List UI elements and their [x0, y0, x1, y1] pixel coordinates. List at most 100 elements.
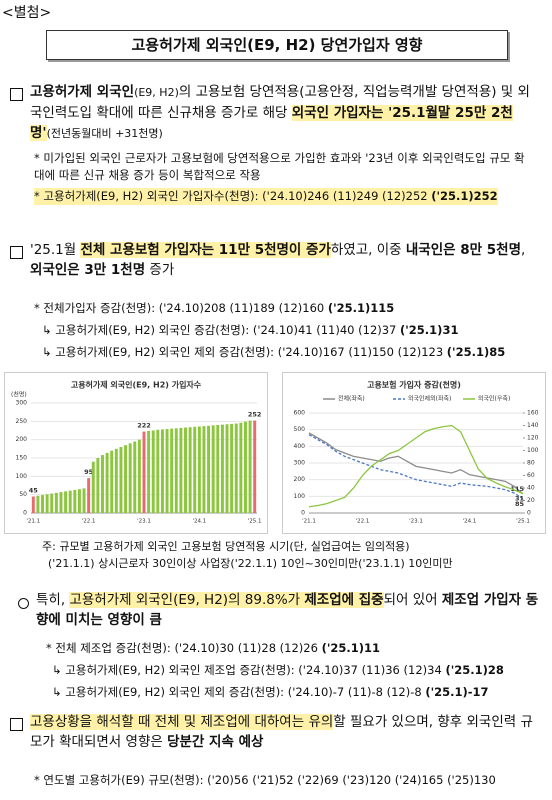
bar — [45, 494, 49, 513]
x-tick-label: '22.1 — [82, 519, 96, 525]
x-tick-label: '21.1 — [302, 519, 316, 525]
bar — [54, 492, 58, 513]
text: 하였고, 이중 — [330, 242, 406, 258]
bar — [124, 445, 128, 513]
text: 외국인은 3만 1천명 — [30, 262, 146, 278]
section-lead: 고용허가제 외국인(E9, H2)의 고용보험 당연적용(고용안정, 직업능력개… — [30, 82, 542, 144]
data-label: 222 — [137, 422, 151, 430]
text: (전년동월대비 +31천명) — [46, 127, 163, 140]
y-tick-label: 300 — [294, 460, 306, 467]
end-label: 85 — [515, 500, 525, 508]
y-tick-label: 100 — [16, 473, 28, 480]
data-label: 45 — [29, 487, 39, 495]
text: ('25.1)28 — [445, 663, 504, 677]
x-tick-label: '25.1 — [248, 519, 262, 525]
x-tick-label: '25.1 — [516, 519, 530, 525]
text: (E9, H2) — [134, 86, 179, 99]
bar — [234, 423, 238, 513]
y-tick-label: 150 — [16, 455, 28, 462]
text: 고용상황을 해석할 때 전체 및 제조업에 대하여는 유의 — [30, 714, 334, 730]
data-label: 95 — [84, 468, 94, 476]
bar — [230, 423, 234, 513]
y-tick-label: 200 — [16, 436, 28, 443]
bar — [207, 425, 211, 513]
text: ↳ 고용허가제(E9, H2) 외국인 증감(천명): ('24.10)41 (… — [42, 323, 401, 337]
section-lead: 특히, 고용허가제 외국인(E9, H2)의 89.8%가 제조업에 집중되어 … — [36, 590, 542, 630]
text: ↳ 고용허가제(E9, H2) 외국인 제외 증감(천명): ('24.10)-… — [52, 685, 426, 699]
bar — [160, 429, 164, 513]
bar — [253, 420, 257, 513]
text: 의 고용보험 당연적용(고용안정, 직업능력개발 당연적용) 및 외국인력도입 … — [30, 84, 530, 121]
chart-note: ('21.1.1) 상시근로자 30인이상 사업장('22.1.1) 10인~3… — [48, 557, 453, 570]
x-tick-label: '21.1 — [26, 519, 40, 525]
text: ↳ 고용허가제(E9, H2) 외국인 제외 증감(천명): ('24.10)1… — [42, 345, 447, 359]
x-tick-label: '22.1 — [356, 519, 370, 525]
bar — [216, 425, 220, 513]
text: , — [521, 242, 526, 258]
text: 내국인은 8만 5천명 — [405, 242, 522, 258]
bar-chart: 고용허가제 외국인(E9, H2) 가입자수 (천명) 0 50 100 150 200 25… — [4, 372, 268, 534]
note: ↳ 고용허가제(E9, H2) 외국인 제외 증감(천명): ('24.10)1… — [42, 344, 505, 361]
bar — [248, 420, 252, 513]
end-label: 115 — [510, 485, 524, 493]
bar — [142, 431, 146, 513]
note: * 전체 제조업 증감(천명): ('24.10)30 (11)28 (12)2… — [46, 640, 380, 657]
x-tick-label: '23.1 — [409, 519, 423, 525]
bar — [188, 427, 192, 513]
text: 제조업 가입자 동향에 미치는 영향이 큼 — [36, 592, 539, 628]
bar — [105, 452, 109, 513]
bar — [211, 425, 215, 513]
y-axis-label: (천명) — [11, 391, 27, 399]
text: * 전체가입자 증감(천명): ('24.10)208 (11)189 (12)… — [34, 301, 328, 315]
bar — [96, 458, 100, 513]
text: * 전체 제조업 증감(천명): ('24.10)30 (11)28 (12)2… — [46, 641, 322, 655]
bar — [151, 430, 155, 513]
line-series — [308, 434, 524, 500]
y-tick-label: 50 — [19, 491, 27, 498]
bar — [137, 439, 141, 513]
text: * 고용허가제(E9, H2) 외국인 가입자수(천명): ('24.10)24… — [34, 189, 432, 203]
bar — [197, 426, 201, 513]
bar — [170, 428, 174, 513]
text: 증가 — [145, 262, 175, 278]
bar — [73, 489, 77, 513]
bar — [114, 448, 118, 513]
y2-tick-label: 0 — [527, 510, 531, 517]
bar — [243, 421, 247, 513]
y2-tick-label: 60 — [527, 472, 535, 479]
bullet-box — [10, 718, 23, 731]
bullet-circle — [18, 598, 29, 609]
bar — [165, 429, 169, 513]
legend-label: 외국인제외(좌축) — [408, 395, 451, 403]
bar — [87, 478, 91, 513]
y-tick-label: 0 — [301, 510, 305, 517]
y-tick-label: 200 — [294, 476, 306, 483]
line-series — [308, 424, 524, 508]
text: 할 필요가 있으며, 향후 외국인력 규모가 확대되면서 영향은 — [30, 714, 533, 750]
text: ('25.1)252 — [431, 189, 498, 203]
note: * 전체가입자 증감(천명): ('24.10)208 (11)189 (12)… — [34, 300, 394, 317]
y2-tick-label: 120 — [527, 435, 539, 442]
bar — [59, 492, 63, 513]
data-label: 252 — [248, 411, 262, 419]
section-lead: '25.1월 전체 고용보험 가입자는 11만 5천명이 증가하였고, 이중 내… — [30, 240, 542, 280]
note: * 미가입된 외국인 근로자가 고용보험에 당연적용으로 가입한 효과와 '23… — [34, 150, 534, 184]
doc-title: 고용허가제 외국인(E9, H2) 당연가입자 영향 — [46, 30, 508, 60]
y-tick-label: 100 — [294, 493, 306, 500]
note: ↳ 고용허가제(E9, H2) 외국인 제조업 증감(천명): ('24.10)… — [52, 662, 504, 679]
bar — [31, 496, 35, 513]
note: * 고용허가제(E9, H2) 외국인 가입자수(천명): ('24.10)24… — [34, 188, 498, 205]
legend-label: 전체(좌축) — [338, 395, 365, 403]
text: * 연도별 고용허가(E9) 규모(천명): ('20)56 ('21)52 (… — [34, 773, 496, 787]
bar — [220, 424, 224, 513]
y2-tick-label: 20 — [527, 497, 535, 504]
y-tick-label: 300 — [16, 400, 28, 407]
bar — [50, 493, 54, 513]
bar — [202, 426, 206, 513]
y-tick-label: 400 — [294, 443, 306, 450]
chart-title: 고용허가제 외국인(E9, H2) 가입자수 — [71, 380, 202, 390]
bar — [82, 488, 86, 513]
y-tick-label: 250 — [16, 418, 28, 425]
text: 되어 있어 — [383, 592, 442, 608]
